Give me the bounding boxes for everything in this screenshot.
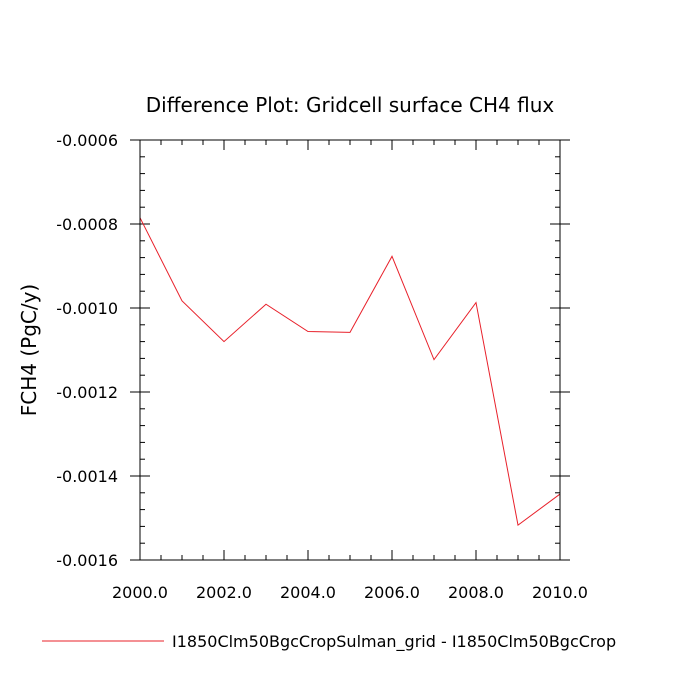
legend: I1850Clm50BgcCropSulman_grid - I1850Clm5… <box>42 632 616 652</box>
series-layer <box>139 217 561 527</box>
y-tick-label: -0.0012 <box>56 383 118 402</box>
y-tick-label: -0.0006 <box>56 131 118 150</box>
legend-label: I1850Clm50BgcCropSulman_grid - I1850Clm5… <box>172 632 616 652</box>
plot-frame <box>139 139 561 561</box>
y-axis-label: FCH4 (PgC/y) <box>17 284 41 417</box>
x-tick-label: 2008.0 <box>448 583 504 602</box>
y-tick-label: -0.0010 <box>56 299 118 318</box>
chart-title: Difference Plot: Gridcell surface CH4 fl… <box>146 93 555 117</box>
y-tick-label: -0.0014 <box>56 467 118 486</box>
y-tick-label: -0.0016 <box>56 551 118 570</box>
x-tick-label: 2010.0 <box>532 583 588 602</box>
x-tick-label: 2004.0 <box>280 583 336 602</box>
series-line <box>139 217 561 527</box>
x-tick-label: 2006.0 <box>364 583 420 602</box>
y-tick-label: -0.0008 <box>56 215 118 234</box>
x-tick-label: 2000.0 <box>112 583 168 602</box>
x-tick-label: 2002.0 <box>196 583 252 602</box>
axis-ticks <box>130 139 570 561</box>
axis-tick-labels: 2000.0 2002.0 2004.0 2006.0 2008.0 2010.0 -0.0… <box>56 131 588 602</box>
